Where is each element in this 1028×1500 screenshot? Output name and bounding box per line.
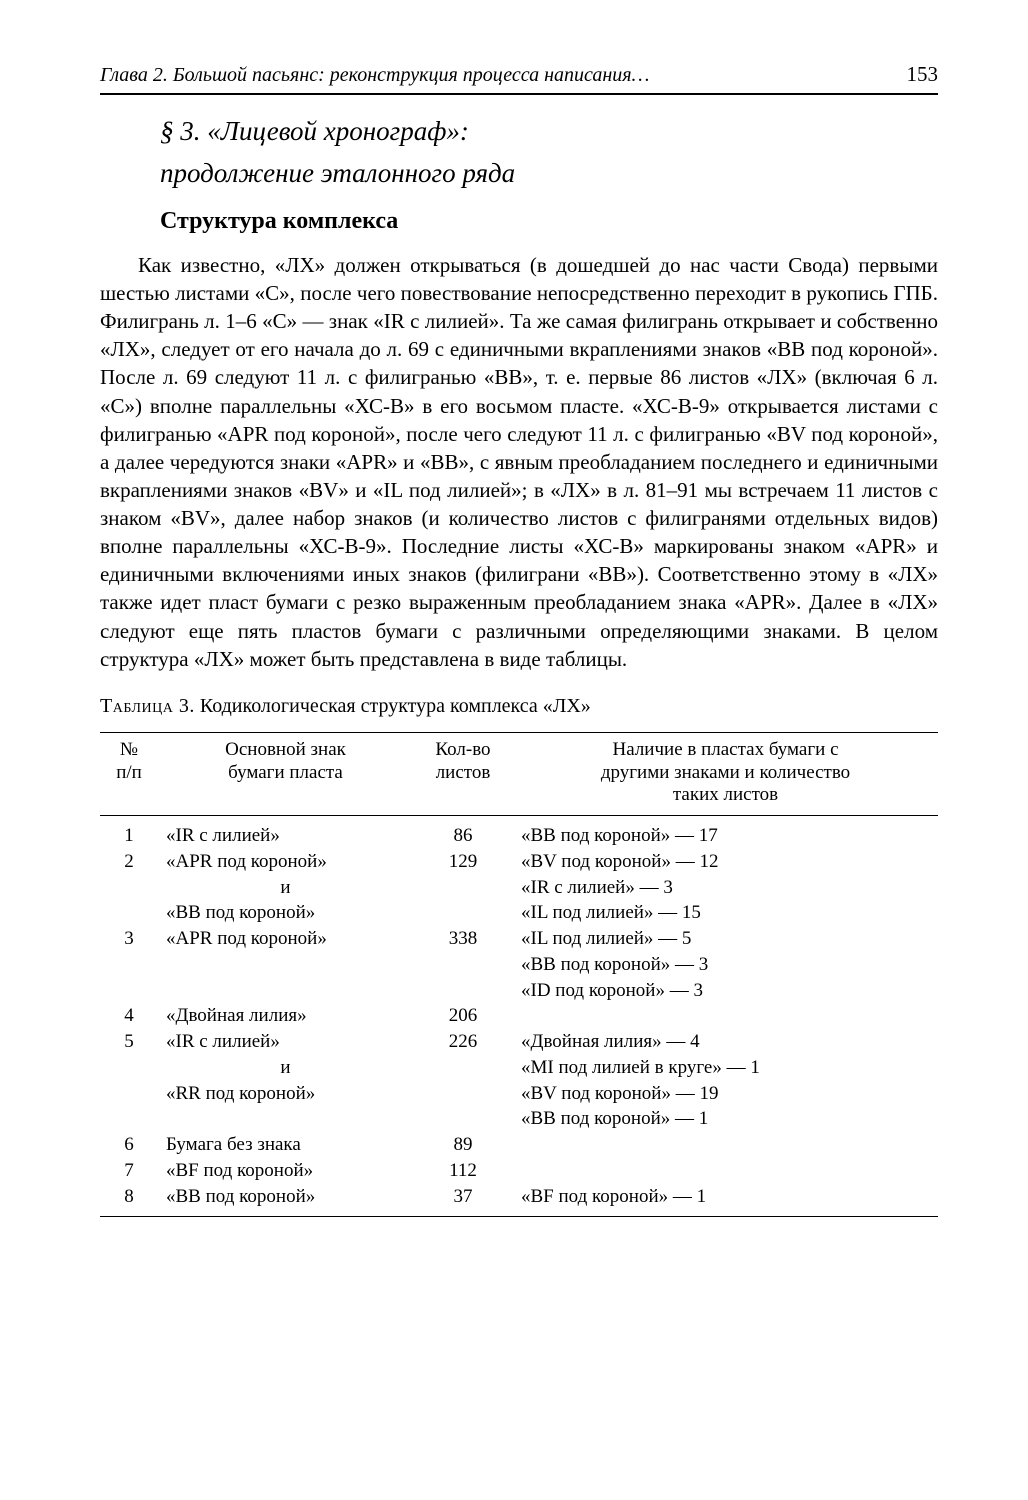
table-row: «ID под короной» — 3	[100, 978, 938, 1004]
cell-sign: и	[158, 1055, 413, 1081]
cell-count	[413, 1055, 513, 1081]
table-row: и «IR с лилией» — 3	[100, 875, 938, 901]
chapter-running-title: Глава 2. Большой пасьянс: реконструкция …	[100, 62, 649, 89]
table-row: и «MI под лилией в круге» — 1	[100, 1055, 938, 1081]
cell-other: «BV под короной» — 12	[513, 849, 938, 875]
th-num: №п/п	[100, 732, 158, 815]
cell-num: 2	[100, 849, 158, 875]
cell-other: «BV под короной» — 19	[513, 1081, 938, 1107]
table-row: 2«APR под короной»129«BV под короной» — …	[100, 849, 938, 875]
table-row: 4«Двойная лилия»206	[100, 1003, 938, 1029]
cell-num: 7	[100, 1158, 158, 1184]
cell-count: 86	[413, 816, 513, 849]
body-paragraph: Как известно, «ЛХ» должен открываться (в…	[100, 251, 938, 673]
table-row: «BB под короной» — 1	[100, 1106, 938, 1132]
cell-other	[513, 1158, 938, 1184]
cell-num	[100, 1106, 158, 1132]
cell-sign: Бумага без знака	[158, 1132, 413, 1158]
table-caption: Таблица 3. Кодикологическая структура ко…	[100, 693, 938, 720]
cell-num: 8	[100, 1184, 158, 1217]
table-row: «BB под короной» «IL под лилией» — 15	[100, 900, 938, 926]
section-title-line: § 3. «Лицевой хронограф»:	[160, 115, 938, 149]
cell-sign: «APR под короной»	[158, 926, 413, 952]
cell-other: «BB под короной» — 3	[513, 952, 938, 978]
cell-count: 112	[413, 1158, 513, 1184]
table-body: 1«IR с лилией»86«BB под короной» — 172«A…	[100, 816, 938, 1217]
table-row: 7«BF под короной»112	[100, 1158, 938, 1184]
cell-sign: «IR с лилией»	[158, 1029, 413, 1055]
cell-count	[413, 875, 513, 901]
cell-num: 6	[100, 1132, 158, 1158]
cell-other: «IL под лилией» — 15	[513, 900, 938, 926]
cell-sign: «BB под короной»	[158, 1184, 413, 1217]
cell-other	[513, 1132, 938, 1158]
cell-num	[100, 875, 158, 901]
cell-sign: и	[158, 875, 413, 901]
cell-count	[413, 1106, 513, 1132]
table-row: «BB под короной» — 3	[100, 952, 938, 978]
cell-sign: «BB под короной»	[158, 900, 413, 926]
running-header: Глава 2. Большой пасьянс: реконструкция …	[100, 60, 938, 95]
table-row: 1«IR с лилией»86«BB под короной» — 17	[100, 816, 938, 849]
table-label: Таблица 3.	[100, 695, 195, 717]
cell-other: «MI под лилией в круге» — 1	[513, 1055, 938, 1081]
table-row: 6Бумага без знака89	[100, 1132, 938, 1158]
cell-sign	[158, 952, 413, 978]
section-title-line: продолжение эталонного ряда	[160, 157, 938, 191]
cell-num	[100, 1081, 158, 1107]
cell-count	[413, 1081, 513, 1107]
cell-other: «BB под короной» — 1	[513, 1106, 938, 1132]
cell-other: «BB под короной» — 17	[513, 816, 938, 849]
cell-other: «ID под короной» — 3	[513, 978, 938, 1004]
table-row: «RR под короной» «BV под короной» — 19	[100, 1081, 938, 1107]
table-row: 8«BB под короной»37«BF под короной» — 1	[100, 1184, 938, 1217]
cell-count	[413, 952, 513, 978]
cell-sign: «RR под короной»	[158, 1081, 413, 1107]
cell-count: 338	[413, 926, 513, 952]
cell-other: «IR с лилией» — 3	[513, 875, 938, 901]
cell-count	[413, 978, 513, 1004]
cell-sign: «BF под короной»	[158, 1158, 413, 1184]
cell-other	[513, 1003, 938, 1029]
cell-count	[413, 900, 513, 926]
table-row: 5«IR с лилией»226«Двойная лилия» — 4	[100, 1029, 938, 1055]
table-caption-text: Кодикологическая структура комплекса «ЛХ…	[200, 695, 591, 717]
cell-sign	[158, 1106, 413, 1132]
cell-sign: «IR с лилией»	[158, 816, 413, 849]
cell-num	[100, 1055, 158, 1081]
section-title: § 3. «Лицевой хронограф»: продолжение эт…	[100, 115, 938, 191]
cell-other: «BF под короной» — 1	[513, 1184, 938, 1217]
subsection-title: Структура комплекса	[160, 205, 938, 237]
cell-count: 89	[413, 1132, 513, 1158]
th-other: Наличие в пластах бумаги сдругими знакам…	[513, 732, 938, 815]
cell-sign	[158, 978, 413, 1004]
table-header-row: №п/п Основной знакбумаги пласта Кол-воли…	[100, 732, 938, 815]
cell-sign: «Двойная лилия»	[158, 1003, 413, 1029]
cell-num	[100, 952, 158, 978]
th-sign: Основной знакбумаги пласта	[158, 732, 413, 815]
cell-other: «IL под лилией» — 5	[513, 926, 938, 952]
th-count: Кол-волистов	[413, 732, 513, 815]
cell-other: «Двойная лилия» — 4	[513, 1029, 938, 1055]
cell-num: 3	[100, 926, 158, 952]
cell-num	[100, 900, 158, 926]
cell-num: 1	[100, 816, 158, 849]
cell-num	[100, 978, 158, 1004]
cell-count: 129	[413, 849, 513, 875]
cell-count: 206	[413, 1003, 513, 1029]
table-row: 3«APR под короной»338«IL под лилией» — 5	[100, 926, 938, 952]
cell-count: 226	[413, 1029, 513, 1055]
cell-sign: «APR под короной»	[158, 849, 413, 875]
codicology-table: №п/п Основной знакбумаги пласта Кол-воли…	[100, 732, 938, 1218]
cell-num: 5	[100, 1029, 158, 1055]
page-number: 153	[889, 60, 939, 88]
cell-num: 4	[100, 1003, 158, 1029]
cell-count: 37	[413, 1184, 513, 1217]
